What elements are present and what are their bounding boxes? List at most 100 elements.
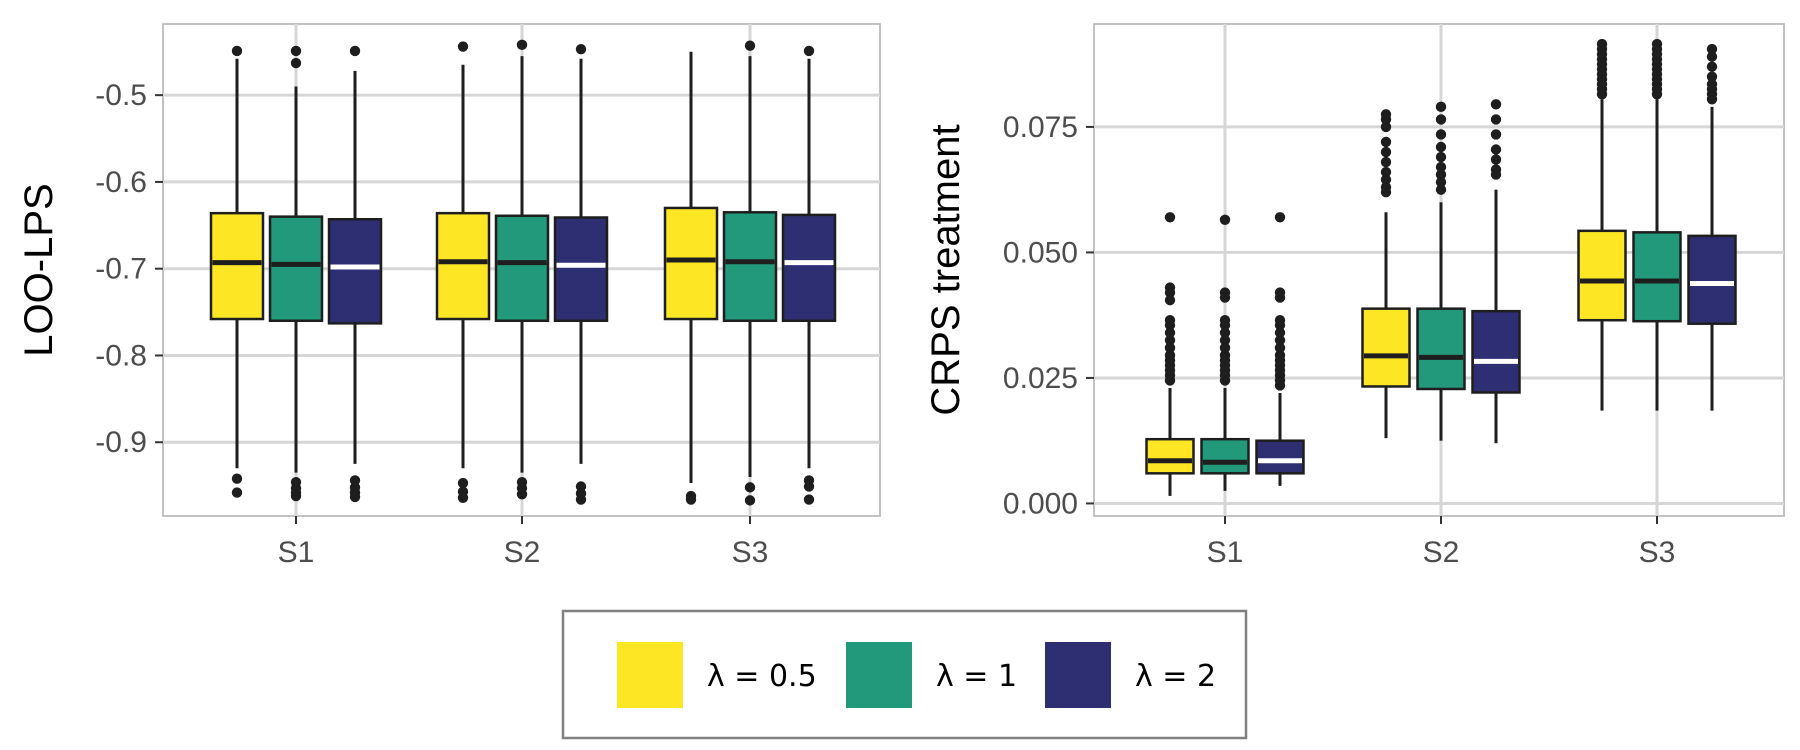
outlier-point: [1490, 144, 1502, 155]
outlier-point: [1490, 129, 1502, 140]
outlier-point: [685, 494, 697, 505]
outlier-point: [1164, 327, 1176, 338]
outlier-point: [1164, 335, 1176, 346]
y-tick-label: -0.9: [95, 426, 147, 459]
outlier-point: [516, 489, 528, 500]
outlier-point: [575, 494, 587, 505]
outlier-point: [575, 43, 587, 55]
outlier-point: [1490, 164, 1502, 175]
outlier-point: [1274, 350, 1286, 361]
legend-swatch-lambda-0-5: [617, 642, 683, 708]
box-s2-series-2: [1416, 101, 1466, 441]
box-s2-series-1: [1361, 109, 1411, 439]
outlier-point: [1219, 342, 1231, 354]
box-s3-series-1: [1577, 38, 1627, 411]
box-s1-series-2: [268, 45, 324, 502]
outlier-point: [1435, 176, 1447, 188]
outlier-point: [1219, 214, 1231, 225]
box-body: [1577, 229, 1627, 322]
outlier-point: [1435, 129, 1447, 140]
outlier-point: [1435, 141, 1447, 153]
box-body: [435, 211, 491, 321]
outlier-point: [1274, 212, 1286, 223]
y-axis-title-crps-treatment: CRPS treatment: [924, 124, 968, 415]
legend: λ = 0.5 λ = 1 λ = 2: [561, 609, 1248, 740]
panel-right-boxes: [1145, 38, 1737, 496]
y-tick-label: 0.050: [1003, 236, 1078, 269]
outlier-point: [1380, 181, 1392, 193]
outlier-point: [1380, 109, 1392, 120]
outlier-point: [1490, 99, 1502, 110]
box-s3-series-3: [1687, 43, 1737, 411]
outlier-point: [1219, 327, 1231, 338]
box-s3-series-2: [722, 40, 778, 506]
outlier-point: [1380, 146, 1392, 158]
x-tick-label-s2: S2: [504, 536, 541, 569]
outlier-point: [290, 57, 302, 69]
outlier-point: [1164, 282, 1176, 293]
outlier-point: [1274, 335, 1286, 346]
x-tick-label-s3: S3: [1639, 536, 1676, 569]
panel-left-boxes: [209, 39, 837, 506]
outlier-point: [457, 477, 469, 489]
box-s1-series-3: [327, 45, 383, 503]
outlier-point: [1219, 350, 1231, 361]
outlier-point: [803, 494, 815, 505]
legend-label-lambda-2: λ = 2: [1135, 659, 1216, 694]
y-tick-label: -0.5: [95, 79, 147, 112]
box-s1-series-1: [209, 45, 265, 498]
outlier-point: [1435, 184, 1447, 195]
outlier-point: [1164, 212, 1176, 223]
outlier-point: [744, 40, 756, 51]
x-tick-label-s2: S2: [1423, 536, 1460, 569]
outlier-point: [1651, 38, 1663, 50]
box-body: [1687, 234, 1737, 325]
outlier-point: [1435, 101, 1447, 113]
x-tick-label-s3: S3: [732, 536, 769, 569]
box-body: [268, 215, 324, 323]
outlier-point: [1274, 287, 1286, 298]
outlier-point: [1380, 174, 1392, 185]
y-tick-label: -0.6: [95, 166, 147, 199]
panel-left-x-ticks: S1 S2 S3: [278, 516, 769, 569]
legend-item-lambda-0-5: λ = 0.5: [617, 642, 817, 708]
box-s2-series-3: [1471, 99, 1521, 444]
outlier-point: [349, 491, 361, 503]
box-body: [781, 213, 837, 323]
outlier-point: [1706, 51, 1718, 62]
outlier-point: [1435, 114, 1447, 125]
box-body: [1200, 437, 1250, 475]
outlier-point: [349, 45, 361, 57]
outlier-point: [803, 481, 815, 492]
outlier-point: [231, 45, 243, 57]
outlier-point: [1164, 294, 1176, 306]
box-body: [553, 216, 609, 323]
box-body: [1361, 307, 1411, 388]
box-body: [1632, 231, 1682, 323]
outlier-point: [1164, 342, 1176, 354]
box-body: [1416, 307, 1466, 391]
outlier-point: [1490, 114, 1502, 125]
outlier-point: [1274, 315, 1286, 326]
outlier-point: [1219, 287, 1231, 298]
box-body: [722, 211, 778, 323]
outlier-point: [744, 495, 756, 506]
legend-label-lambda-0-5: λ = 0.5: [707, 659, 817, 694]
outlier-point: [231, 473, 243, 484]
y-tick-label: -0.8: [95, 339, 147, 372]
box-s1-series-2: [1200, 214, 1250, 491]
outlier-point: [1706, 43, 1718, 55]
box-body: [1145, 437, 1195, 475]
outlier-point: [1380, 166, 1392, 178]
outlier-point: [1380, 156, 1392, 168]
outlier-point: [1274, 342, 1286, 354]
x-tick-label-s1: S1: [1207, 536, 1244, 569]
outlier-point: [1706, 61, 1718, 72]
outlier-point: [803, 45, 815, 57]
outlier-point: [1164, 350, 1176, 361]
outlier-point: [1706, 79, 1718, 90]
outlier-point: [457, 492, 469, 503]
legend-label-lambda-1: λ = 1: [936, 659, 1017, 694]
outlier-point: [1435, 151, 1447, 163]
